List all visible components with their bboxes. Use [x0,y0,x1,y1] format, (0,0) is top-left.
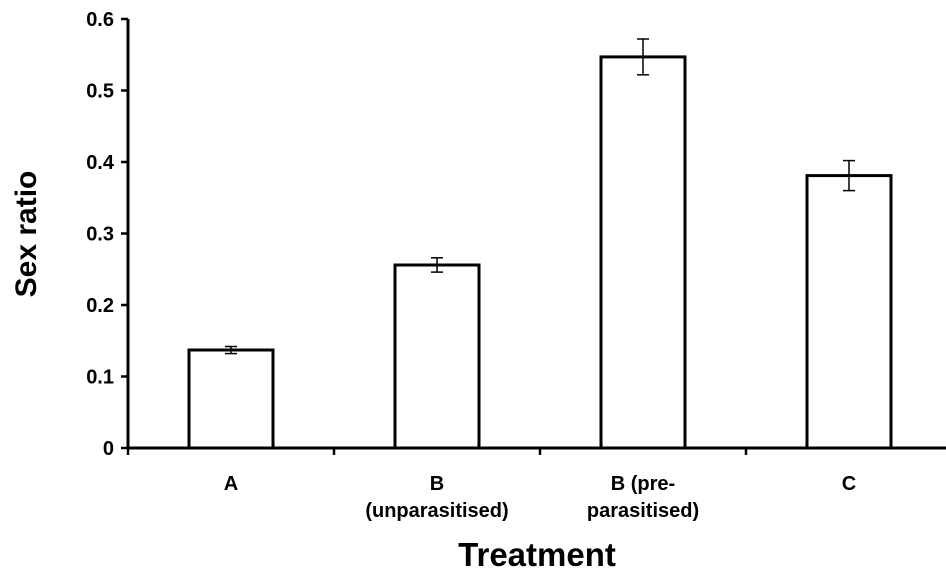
x-tick-label-2-1: parasitised) [587,500,699,522]
y-tick-label-3: 0.3 [86,224,114,246]
y-tick-label-2: 0.2 [86,295,114,317]
y-tick-label-0: 0 [103,438,114,460]
y-tick-label-4: 0.4 [86,152,115,174]
y-axis-title: Sex ratio [10,171,43,298]
x-axis-title: Treatment [458,536,616,573]
x-tick-label-0-0: A [224,473,238,495]
x-tick-label-1-1: (unparasitised) [365,500,508,522]
x-tick-label-1-0: B [430,473,444,495]
x-tick-label-3-0: C [842,473,856,495]
y-tick-label-1: 0.1 [86,367,114,389]
plot-area: 0 0.1 0.2 0.3 0.4 0.5 0.6 A B (unparasitised) B (p… [86,9,946,522]
y-tick-label-6: 0.6 [86,9,114,31]
bar-0 [187,348,275,450]
bar-1 [393,263,481,450]
bar-3 [805,174,893,450]
x-tick-label-2-0: B (pre- [611,473,675,495]
y-tick-label-5: 0.5 [86,81,114,103]
bar-2 [599,55,687,450]
